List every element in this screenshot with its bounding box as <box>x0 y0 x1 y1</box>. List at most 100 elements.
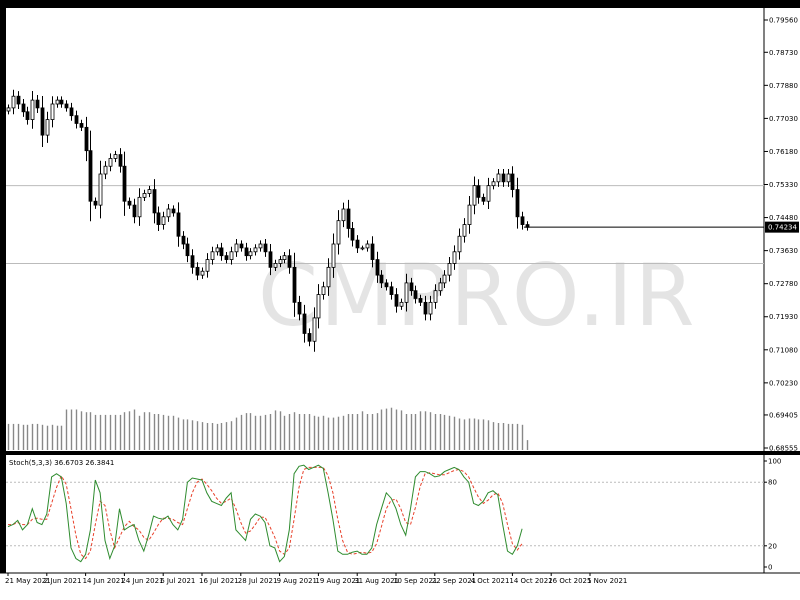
candle-bear <box>375 259 380 276</box>
candle-bear <box>176 212 181 237</box>
candle-bull <box>278 259 283 264</box>
stoch-axis-label: 0 <box>768 564 772 572</box>
candle-bear <box>127 200 132 206</box>
candle-bull <box>365 243 370 249</box>
candle-bear <box>64 103 69 109</box>
time-axis-label: 19 Aug 2021 <box>315 577 360 585</box>
candle-bear <box>379 274 384 284</box>
time-axis-label: 26 Oct 2021 <box>548 577 591 585</box>
candle-bear <box>409 282 414 292</box>
candle-bull <box>486 185 491 202</box>
candle-bear <box>307 333 312 342</box>
candle-bull <box>399 301 404 307</box>
current-price-box <box>765 221 799 233</box>
candle-bear <box>501 173 506 183</box>
candle-bull <box>45 119 50 136</box>
watermark: CMPRO.IR <box>258 246 697 346</box>
stoch-axis-labels: 100 80 20 0 <box>764 458 781 572</box>
candle-bull <box>312 317 317 342</box>
candle-bull <box>30 99 35 120</box>
price-panel <box>6 8 764 451</box>
candle-bear <box>292 266 297 303</box>
candle-bull <box>205 259 210 272</box>
candle-bear <box>74 115 79 124</box>
candle-bear <box>185 243 190 257</box>
candle-bull <box>331 243 336 268</box>
candle-bear <box>132 204 137 218</box>
candle-bull <box>433 290 438 303</box>
stoch-panel <box>6 455 764 573</box>
time-axis-label: 10 Sep 2021 <box>393 577 437 585</box>
candle-bull <box>253 247 258 253</box>
candle-bear <box>21 103 26 113</box>
candle-bear <box>171 208 176 214</box>
candle-bear <box>244 247 249 257</box>
candle-bear <box>350 228 355 241</box>
candle-bull <box>229 251 234 260</box>
candle-bear <box>302 313 307 334</box>
candle-bull <box>341 208 346 222</box>
candle-bull <box>360 247 365 250</box>
time-axis-label: 14 Jun 2021 <box>83 577 125 585</box>
candle-bull <box>496 173 501 183</box>
candle-bull <box>472 185 477 206</box>
time-axis-label: 22 Sep 2021 <box>432 577 476 585</box>
candle-bear <box>40 107 45 136</box>
candle-bull <box>467 204 472 225</box>
time-axis-area <box>0 573 800 600</box>
candle-bear <box>93 200 98 206</box>
time-axis-label: 31 Aug 2021 <box>354 577 399 585</box>
candle-bull <box>258 243 263 249</box>
price-tick-label: 0.68555 <box>769 445 798 453</box>
candle-bull <box>248 251 253 257</box>
candle-bear <box>156 212 161 225</box>
candle-bear <box>510 173 515 190</box>
candle-bear <box>481 196 486 202</box>
candle-bear <box>118 154 123 167</box>
stoch-main-line <box>7 464 523 563</box>
candle-bear <box>59 99 64 105</box>
time-axis-label: 14 Oct 2021 <box>509 577 552 585</box>
candle-bear <box>35 99 40 109</box>
candle-bull <box>166 208 171 218</box>
candle-bull <box>282 255 287 260</box>
candle-bear <box>181 235 186 245</box>
candle-bear <box>122 165 127 202</box>
candle-bear <box>384 282 389 288</box>
price-tick-label: 0.75330 <box>769 181 798 189</box>
time-axis-label: 16 Jul 2021 <box>199 577 239 585</box>
candle-bear <box>520 216 525 225</box>
candle-bull <box>234 243 239 253</box>
time-axis-label: 5 Nov 2021 <box>587 577 627 585</box>
candle-bear <box>389 286 394 295</box>
candles <box>6 89 530 352</box>
price-axis-ticks: 0.79560 0.78730 0.77880 0.77030 0.76180 0.753… <box>764 17 798 453</box>
candle-bear <box>423 301 428 315</box>
candle-bear <box>84 126 89 152</box>
time-axis-label: 24 Jun 2021 <box>121 577 163 585</box>
candle-bull <box>316 294 321 319</box>
candle-bull <box>142 193 147 198</box>
price-tick-label: 0.72780 <box>769 280 798 288</box>
price-tick-label: 0.71930 <box>769 313 798 321</box>
price-tick-label: 0.73630 <box>769 247 798 255</box>
candle-bear <box>69 107 74 117</box>
candle-bull <box>428 301 433 315</box>
price-tick-label: 0.77030 <box>769 115 798 123</box>
candle-bull <box>147 189 152 194</box>
candle-bull <box>321 286 326 295</box>
time-axis-label: 2 Jun 2021 <box>44 577 82 585</box>
price-tick-label: 0.77880 <box>769 82 798 90</box>
candle-bull <box>273 263 278 268</box>
candle-bear <box>418 298 423 303</box>
candle-bear <box>16 95 21 105</box>
candle-bull <box>336 220 341 245</box>
candle-bull <box>462 224 467 237</box>
time-axis-label: 9 Aug 2021 <box>277 577 317 585</box>
candle-bear <box>297 301 302 315</box>
candle-bear <box>287 255 292 268</box>
candle-bear <box>413 290 418 299</box>
